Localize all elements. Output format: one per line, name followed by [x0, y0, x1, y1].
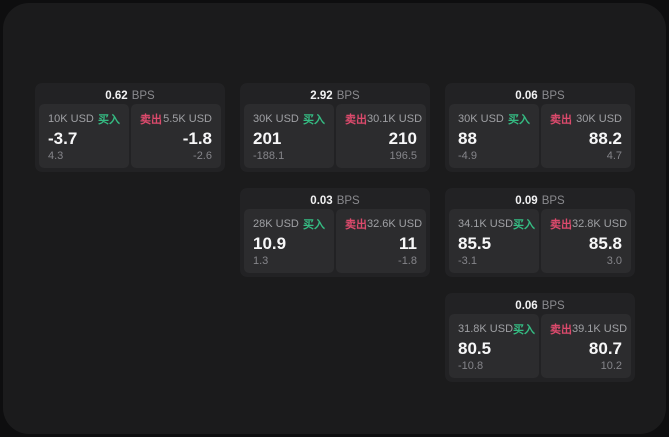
bps-unit-label: BPS	[541, 299, 565, 312]
sell-amount-label: 32.6K USD	[367, 218, 423, 230]
sell-side-label: 卖出	[550, 324, 572, 336]
bps-header: 0.62 BPS	[39, 87, 221, 104]
sell-price: 80.7	[588, 338, 622, 358]
bps-value: 0.09	[515, 194, 538, 207]
quote-card: 0.06 BPS 30K USD 买入 88 -4.9 卖出 30K USD 8…	[445, 83, 635, 172]
sell-side-label: 卖出	[345, 114, 367, 126]
buy-delta: -3.1	[458, 254, 477, 267]
sell-side-label: 卖出	[550, 114, 572, 126]
buy-side-label: 买入	[303, 114, 325, 126]
sell-amount-label: 30K USD	[576, 113, 622, 125]
sell-quote-panel[interactable]: 卖出 30.1K USD 210 196.5	[336, 104, 426, 168]
buy-price: 88	[458, 128, 477, 148]
sell-delta: 10.2	[600, 359, 622, 372]
buy-price: 201	[253, 128, 282, 148]
buy-side-label: 买入	[508, 114, 530, 126]
sell-amount-label: 5.5K USD	[163, 113, 212, 125]
bps-unit-label: BPS	[131, 89, 155, 102]
buy-delta: -10.8	[458, 359, 484, 372]
buy-price: 85.5	[458, 233, 492, 253]
sell-amount-label: 32.8K USD	[572, 218, 628, 230]
sell-price: 85.8	[588, 233, 622, 253]
quote-card: 2.92 BPS 30K USD 买入 201 -188.1 卖出 30.1K …	[240, 83, 430, 172]
sell-amount-label: 30.1K USD	[367, 113, 423, 125]
sell-price: 11	[399, 233, 417, 253]
bps-header: 0.06 BPS	[449, 87, 631, 104]
buy-amount-label: 30K USD	[458, 113, 504, 125]
buy-delta: 4.3	[48, 149, 64, 162]
buy-delta: 1.3	[253, 254, 269, 267]
sell-price: 88.2	[588, 128, 622, 148]
bps-value: 0.03	[310, 194, 333, 207]
bps-header: 0.06 BPS	[449, 297, 631, 314]
buy-quote-panel[interactable]: 31.8K USD 买入 80.5 -10.8	[449, 314, 539, 378]
sell-delta: -1.8	[398, 254, 417, 267]
bps-unit-label: BPS	[541, 194, 565, 207]
buy-price: 10.9	[253, 233, 287, 253]
buy-amount-label: 10K USD	[48, 113, 94, 125]
sell-quote-panel[interactable]: 卖出 5.5K USD -1.8 -2.6	[131, 104, 221, 168]
sell-amount-label: 39.1K USD	[572, 323, 628, 335]
buy-side-label: 买入	[513, 324, 536, 336]
buy-price: 80.5	[458, 338, 492, 358]
sell-delta: -2.6	[193, 149, 212, 162]
sell-quote-panel[interactable]: 卖出 32.8K USD 85.8 3.0	[541, 209, 631, 273]
sell-delta: 196.5	[389, 149, 417, 162]
sell-quote-panel[interactable]: 卖出 39.1K USD 80.7 10.2	[541, 314, 631, 378]
quote-card: 0.03 BPS 28K USD 买入 10.9 1.3 卖出 32.6K US…	[240, 188, 430, 277]
quote-card: 0.62 BPS 10K USD 买入 -3.7 4.3 卖出 5.5K USD…	[35, 83, 225, 172]
buy-quote-panel[interactable]: 30K USD 买入 201 -188.1	[244, 104, 334, 168]
sell-price: -1.8	[182, 128, 212, 148]
sell-side-label: 卖出	[140, 114, 162, 126]
bps-unit-label: BPS	[541, 89, 565, 102]
sell-price: 210	[388, 128, 417, 148]
buy-side-label: 买入	[303, 219, 325, 231]
buy-side-label: 买入	[98, 114, 120, 126]
buy-amount-label: 31.8K USD	[458, 323, 514, 335]
sell-side-label: 卖出	[550, 219, 572, 231]
buy-quote-panel[interactable]: 28K USD 买入 10.9 1.3	[244, 209, 334, 273]
quote-card: 0.09 BPS 34.1K USD 买入 85.5 -3.1 卖出 32.8K…	[445, 188, 635, 277]
bps-header: 2.92 BPS	[244, 87, 426, 104]
buy-quote-panel[interactable]: 10K USD 买入 -3.7 4.3	[39, 104, 129, 168]
buy-amount-label: 34.1K USD	[458, 218, 514, 230]
bps-value: 0.62	[105, 89, 128, 102]
bps-value: 0.06	[515, 89, 538, 102]
bps-unit-label: BPS	[336, 89, 360, 102]
sell-side-label: 卖出	[345, 219, 367, 231]
buy-quote-panel[interactable]: 30K USD 买入 88 -4.9	[449, 104, 539, 168]
buy-price: -3.7	[48, 128, 78, 148]
buy-delta: -188.1	[253, 149, 285, 162]
bps-value: 2.92	[310, 89, 333, 102]
buy-side-label: 买入	[513, 219, 536, 231]
bps-header: 0.09 BPS	[449, 192, 631, 209]
sell-quote-panel[interactable]: 卖出 32.6K USD 11 -1.8	[336, 209, 426, 273]
bps-unit-label: BPS	[336, 194, 360, 207]
sell-quote-panel[interactable]: 卖出 30K USD 88.2 4.7	[541, 104, 631, 168]
quote-card: 0.06 BPS 31.8K USD 买入 80.5 -10.8 卖出 39.1…	[445, 293, 635, 382]
sell-delta: 3.0	[606, 254, 622, 267]
buy-amount-label: 30K USD	[253, 113, 299, 125]
bps-value: 0.06	[515, 299, 538, 312]
bps-header: 0.03 BPS	[244, 192, 426, 209]
buy-amount-label: 28K USD	[253, 218, 299, 230]
buy-delta: -4.9	[458, 149, 477, 162]
quotes-grid: 0.62 BPS 10K USD 买入 -3.7 4.3 卖出 5.5K USD…	[35, 83, 635, 382]
sell-delta: 4.7	[606, 149, 622, 162]
buy-quote-panel[interactable]: 34.1K USD 买入 85.5 -3.1	[449, 209, 539, 273]
